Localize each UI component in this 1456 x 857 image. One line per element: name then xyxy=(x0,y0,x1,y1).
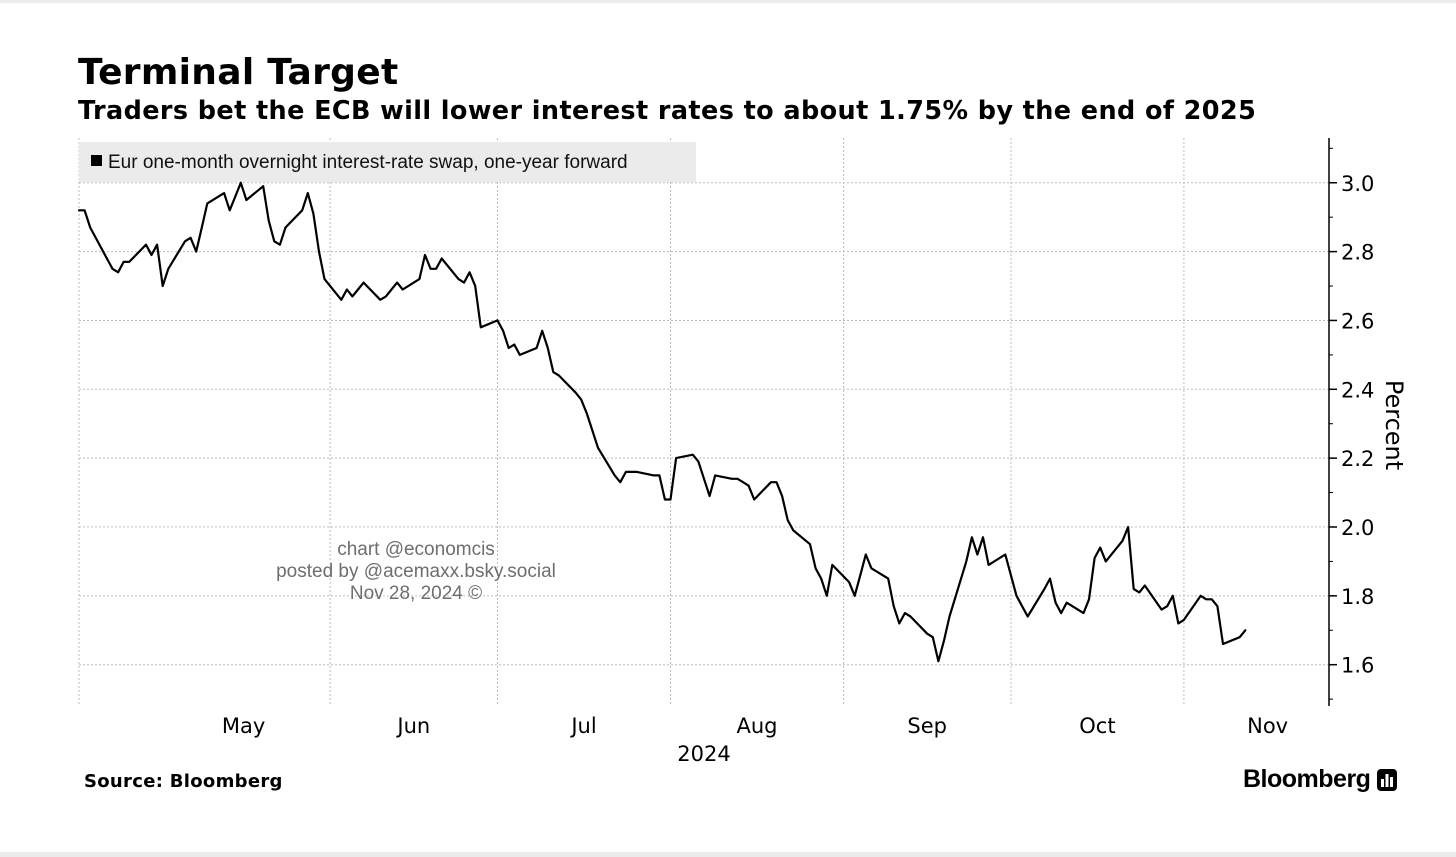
x-tick-label: Oct xyxy=(1079,714,1115,738)
y-tick-label: 2.2 xyxy=(1341,447,1374,471)
x-tick-label: May xyxy=(222,714,265,738)
series-line-0 xyxy=(77,181,1247,663)
brand-name: Bloomberg xyxy=(1243,765,1371,793)
chart-title: Terminal Target xyxy=(78,52,399,93)
x-tick-label: Jul xyxy=(569,714,596,738)
brand-logo: Bloomberg xyxy=(1243,765,1398,794)
gridlines xyxy=(78,138,1329,706)
bar-chart-icon xyxy=(1377,768,1398,791)
y-tick-label: 1.8 xyxy=(1341,585,1374,609)
x-axis-year-label: 2024 xyxy=(677,742,730,766)
x-tick-label: Nov xyxy=(1247,714,1288,738)
y-tick-label: 2.0 xyxy=(1341,516,1374,540)
x-axis: May Jun Jul Aug Sep Oct Nov xyxy=(222,714,1288,738)
series-layer xyxy=(77,181,1247,663)
legend-swatch xyxy=(91,155,102,166)
watermark-line-1: chart @economcis xyxy=(337,539,495,560)
y-tick-label: 2.8 xyxy=(1341,241,1374,265)
x-tick-label: Aug xyxy=(737,714,778,738)
x-tick-label: Jun xyxy=(395,714,430,738)
legend-background xyxy=(79,142,696,182)
watermark: chart @economcis posted by @acemaxx.bsky… xyxy=(236,539,596,605)
y-axis: 1.6 1.8 2.0 2.2 2.4 2.6 2.8 3.0 xyxy=(1328,138,1374,706)
y-tick-label: 2.6 xyxy=(1341,309,1374,333)
legend: Eur one-month overnight interest-rate sw… xyxy=(79,142,696,182)
source-note: Source: Bloomberg xyxy=(84,771,283,792)
x-tick-label: Sep xyxy=(907,714,947,738)
top-border xyxy=(0,0,1456,3)
chart-subtitle: Traders bet the ECB will lower interest … xyxy=(78,96,1257,126)
bottom-border xyxy=(0,852,1456,857)
y-tick-label: 3.0 xyxy=(1341,172,1374,196)
y-axis-label: Percent xyxy=(1380,380,1408,470)
y-tick-label: 2.4 xyxy=(1341,378,1374,402)
watermark-line-3: Nov 28, 2024 © xyxy=(349,583,483,604)
legend-label: Eur one-month overnight interest-rate sw… xyxy=(108,152,628,173)
y-tick-label: 1.6 xyxy=(1341,654,1374,678)
watermark-line-2: posted by @acemaxx.bsky.social xyxy=(276,561,556,582)
